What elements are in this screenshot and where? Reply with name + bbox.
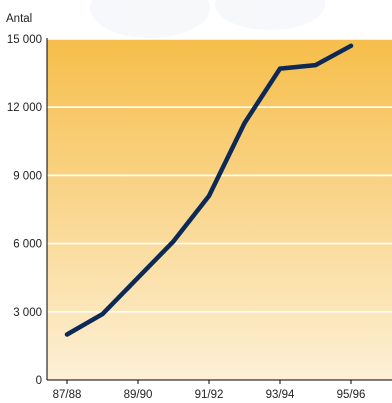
x-tick-label: 91/92 — [195, 389, 224, 401]
y-tick-label: 12 000 — [7, 102, 42, 114]
x-tick-label: 93/94 — [266, 389, 295, 401]
data-point — [65, 332, 69, 337]
axes — [46, 38, 392, 381]
x-tick-label: 87/88 — [53, 389, 82, 401]
background-decoration — [90, 0, 325, 38]
y-tick-label: 6 000 — [13, 239, 42, 251]
y-tick-label: 15 000 — [7, 34, 42, 46]
data-point — [278, 66, 282, 71]
data-point — [349, 43, 353, 48]
data-point — [242, 121, 247, 126]
y-tick-label: 3 000 — [13, 307, 42, 319]
data-point — [171, 239, 176, 244]
plot-area — [47, 39, 392, 380]
y-axis-title: Antal — [6, 13, 32, 25]
y-tick-label: 9 000 — [13, 170, 42, 182]
data-point — [313, 63, 318, 68]
x-tick-label: 95/96 — [337, 389, 366, 401]
data-point — [136, 275, 140, 280]
y-tick-labels: 0 3 000 6 000 9 000 12 000 15 000 — [7, 34, 42, 387]
series — [64, 43, 354, 337]
x-tick-label: 89/90 — [124, 389, 153, 401]
x-tick-labels: 87/88 89/90 91/92 93/94 95/96 — [53, 380, 366, 401]
data-point — [207, 193, 211, 198]
y-tick-label: 0 — [36, 375, 42, 387]
data-point — [100, 312, 105, 317]
